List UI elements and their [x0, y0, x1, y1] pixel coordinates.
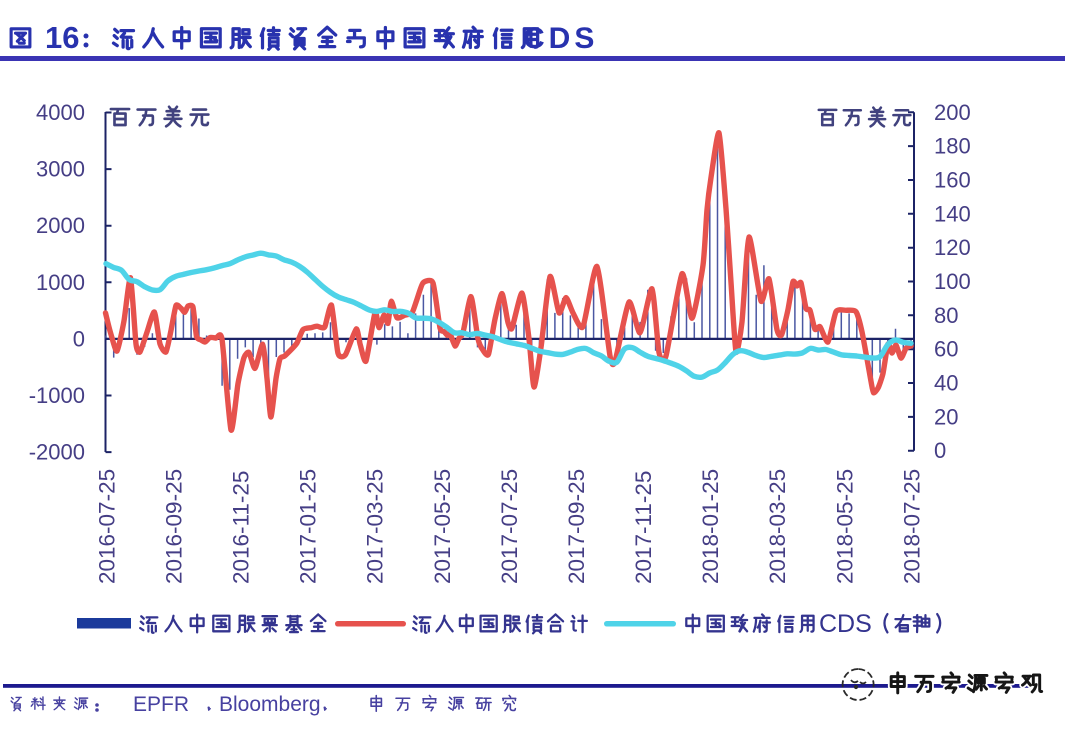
svg-text:EPFR: EPFR [133, 693, 189, 716]
svg-text:2017-01-25: 2017-01-25 [296, 469, 321, 584]
svg-text:CDS: CDS [523, 22, 598, 55]
svg-text:120: 120 [934, 235, 971, 260]
svg-text:2018-05-25: 2018-05-25 [832, 469, 857, 584]
svg-text:-2000: -2000 [29, 440, 85, 465]
svg-text:4000: 4000 [36, 100, 85, 125]
svg-text:2000: 2000 [36, 213, 85, 238]
svg-text:40: 40 [934, 371, 958, 396]
svg-text:180: 180 [934, 134, 971, 159]
svg-text:2017-07-25: 2017-07-25 [497, 469, 522, 584]
svg-text:2018-01-25: 2018-01-25 [698, 469, 723, 584]
svg-text:Bloomberg: Bloomberg [219, 693, 321, 716]
svg-text:2017-11-25: 2017-11-25 [631, 471, 656, 584]
svg-text:2018-03-25: 2018-03-25 [765, 469, 790, 584]
svg-text:0: 0 [73, 326, 85, 351]
svg-text:2016-07-25: 2016-07-25 [94, 469, 119, 584]
svg-text:200: 200 [934, 100, 971, 125]
svg-text:160: 160 [934, 168, 971, 193]
svg-text:20: 20 [934, 404, 958, 429]
svg-text:CDS: CDS [819, 610, 872, 638]
svg-text:16: 16 [45, 20, 79, 55]
svg-text:2018-07-25: 2018-07-25 [899, 469, 924, 584]
svg-text:140: 140 [934, 201, 971, 226]
svg-text:-1000: -1000 [29, 383, 85, 408]
svg-text:100: 100 [934, 269, 971, 294]
svg-text:0: 0 [934, 438, 946, 463]
svg-text:2016-09-25: 2016-09-25 [162, 469, 187, 584]
svg-text:2017-03-25: 2017-03-25 [363, 469, 388, 584]
svg-text:2017-09-25: 2017-09-25 [564, 469, 589, 584]
svg-text:2017-05-25: 2017-05-25 [430, 469, 455, 584]
svg-text:3000: 3000 [36, 157, 85, 182]
svg-text:60: 60 [934, 337, 958, 362]
svg-text:80: 80 [934, 303, 958, 328]
svg-text:2016-11-25: 2016-11-25 [229, 471, 254, 584]
svg-text:1000: 1000 [36, 270, 85, 295]
